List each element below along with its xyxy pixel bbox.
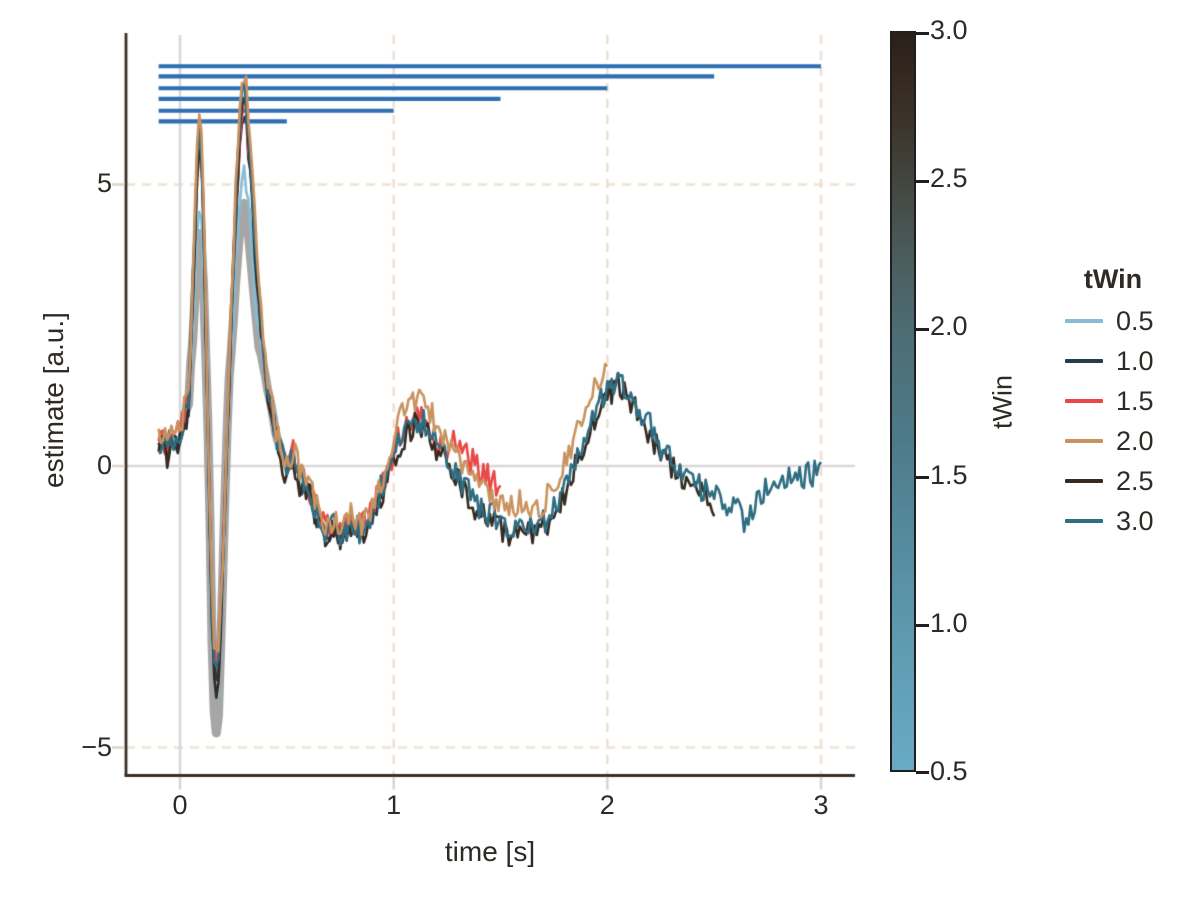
x-tick-label-1: 1 [386, 790, 402, 820]
legend-item-3.0: 3.0 [1065, 501, 1161, 541]
colorbar-tick-label-1.0: 1.0 [930, 608, 968, 638]
colorbar [890, 31, 929, 774]
legend-item-label: 1.0 [1116, 345, 1154, 376]
y-axis-title: estimate [a.u.] [38, 312, 69, 488]
legend-item-1.0: 1.0 [1065, 341, 1161, 381]
legend-item-label: 2.5 [1116, 465, 1154, 496]
legend-item-1.5: 1.5 [1065, 381, 1161, 421]
legend: tWin 0.5 1.0 1.5 2.0 2.5 3.0 [1065, 264, 1161, 541]
colorbar-axis-title: tWin [987, 375, 1018, 429]
legend-line-swatch [1065, 519, 1103, 523]
legend-item-2.0: 2.0 [1065, 421, 1161, 461]
x-tick-label-3: 3 [813, 790, 829, 820]
colorbar-tick [916, 31, 929, 35]
colorbar-tick-label-1.5: 1.5 [930, 460, 968, 490]
legend-line-swatch [1065, 479, 1103, 483]
y-tick-label-5: 5 [96, 168, 112, 198]
colorbar-tick-label-3.0: 3.0 [930, 15, 968, 45]
legend-line-swatch [1065, 399, 1103, 403]
x-tick-label-0: 0 [172, 790, 188, 820]
legend-line-swatch [1065, 319, 1103, 323]
colorbar-tick [916, 476, 929, 480]
legend-item-label: 1.5 [1116, 385, 1154, 416]
legend-item-label: 3.0 [1116, 505, 1154, 536]
colorbar-tick-label-2.0: 2.0 [930, 311, 968, 341]
y-tick-label-minus5: −5 [81, 732, 112, 762]
x-axis-title: time [s] [444, 836, 536, 867]
legend-line-swatch [1065, 439, 1103, 443]
legend-item-0.5: 0.5 [1065, 301, 1161, 341]
legend-title: tWin [1083, 264, 1143, 294]
colorbar-tick-label-0.5: 0.5 [930, 756, 968, 786]
colorbar-tick [916, 179, 929, 183]
colorbar-tick-label-2.5: 2.5 [930, 163, 968, 193]
legend-item-label: 0.5 [1116, 305, 1154, 336]
colorbar-tick [916, 624, 929, 628]
x-tick-label-2: 2 [599, 790, 615, 820]
colorbar-tick [916, 328, 929, 331]
legend-line-swatch [1065, 359, 1103, 363]
legend-item-label: 2.0 [1116, 425, 1154, 456]
y-tick-label-0: 0 [96, 450, 112, 480]
colorbar-tick [916, 770, 929, 774]
legend-item-2.5: 2.5 [1065, 461, 1161, 501]
